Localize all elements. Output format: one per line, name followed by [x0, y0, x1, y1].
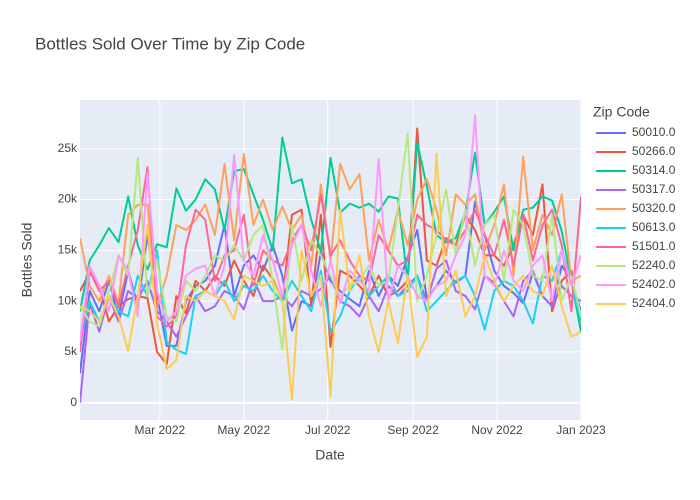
y-tick-label: 0 — [70, 395, 77, 409]
legend-label: 51501.0 — [632, 239, 676, 253]
chart-title: Bottles Sold Over Time by Zip Code — [35, 34, 305, 53]
y-tick-label: 20k — [58, 192, 78, 206]
x-tick-label: Jul 2022 — [305, 423, 351, 437]
series-line — [80, 127, 581, 366]
series-line — [80, 136, 581, 332]
y-tick-label: 10k — [58, 293, 78, 307]
legend: 50010.0 50266.0 50314.0 50317.0 50320.0 50613… — [596, 125, 676, 310]
x-axis-title: Date — [315, 447, 345, 463]
series-line — [80, 152, 581, 401]
x-tick-label: Mar 2022 — [134, 423, 185, 437]
x-tick-label: Nov 2022 — [471, 423, 523, 437]
y-tick-label: 5k — [64, 344, 78, 358]
legend-title: Zip Code — [593, 104, 650, 120]
legend-label: 52402.0 — [632, 277, 676, 291]
legend-label: 50010.0 — [632, 125, 676, 139]
x-tick-label: Jan 2023 — [556, 423, 606, 437]
legend-label: 50266.0 — [632, 144, 676, 158]
x-tick-label: Sep 2022 — [387, 423, 439, 437]
legend-label: 50317.0 — [632, 182, 676, 196]
legend-label: 52240.0 — [632, 258, 676, 272]
series-line — [80, 114, 581, 342]
legend-label: 50320.0 — [632, 201, 676, 215]
y-tick-label: 25k — [58, 141, 78, 155]
legend-label: 50613.0 — [632, 220, 676, 234]
series-line — [80, 132, 581, 351]
legend-label: 50314.0 — [632, 163, 676, 177]
legend-label: 52404.0 — [632, 296, 676, 310]
x-tick-label: May 2022 — [217, 423, 270, 437]
labels: 0 5k 10k 15k 20k 25k Mar 2022 May 2022 Jul 2022 S… — [58, 141, 606, 437]
y-tick-label: 15k — [58, 243, 78, 257]
y-axis-title: Bottles Sold — [19, 223, 35, 298]
lines — [80, 114, 581, 403]
